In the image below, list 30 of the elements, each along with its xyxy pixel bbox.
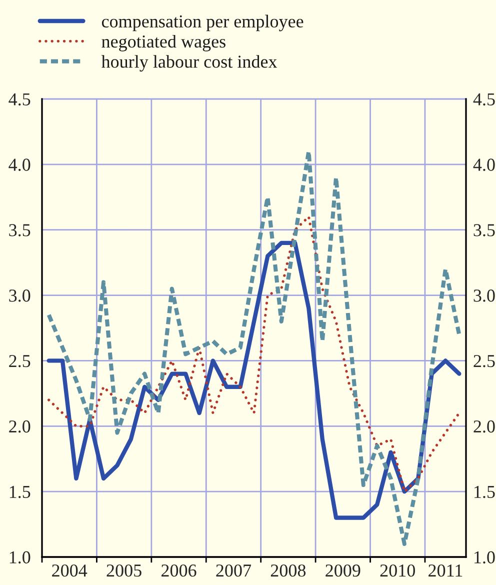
y-tick-label: 1.0 (10, 551, 30, 564)
y-tick-label: 4.5 (8, 93, 30, 106)
x-tick-label: 2011 (428, 564, 462, 577)
y2-tick-label: 3.0 (474, 290, 495, 302)
y2-tick-label: 2.5 (474, 355, 495, 368)
x-tick-label: 2004 (52, 564, 88, 577)
y2-tick-label: 4.0 (473, 158, 495, 171)
y-tick-label: 2.5 (9, 355, 30, 368)
line-series (46, 240, 462, 520)
y2-tick-label: 1.0 (474, 551, 495, 564)
legend-label: hourly labour cost index (101, 55, 278, 72)
x-tick-label: 2006 (162, 564, 196, 577)
y2-tick-label: 4.5 (473, 93, 495, 106)
y-tick-label: 3.5 (9, 224, 30, 236)
x-tick-label: 2005 (106, 564, 142, 577)
x-tick-label: 2009 (326, 564, 360, 577)
line-series (46, 149, 462, 546)
x-tick-label: 2010 (380, 564, 415, 577)
y2-tick-label: 3.5 (474, 224, 495, 236)
x-tick-label: 2007 (216, 564, 252, 577)
line-series (48, 215, 460, 493)
y-tick-label: 1.5 (10, 486, 30, 498)
y-tick-label: 3.0 (9, 290, 30, 302)
y2-tick-label: 1.5 (474, 486, 495, 498)
x-tick-label: 2008 (270, 564, 306, 577)
legend-label: negotiated wages (102, 34, 226, 52)
y-tick-label: 2.0 (9, 420, 30, 433)
y-tick-label: 4.0 (8, 158, 30, 171)
legend-label: compensation per employee (102, 14, 304, 32)
y2-tick-label: 2.0 (474, 420, 495, 433)
